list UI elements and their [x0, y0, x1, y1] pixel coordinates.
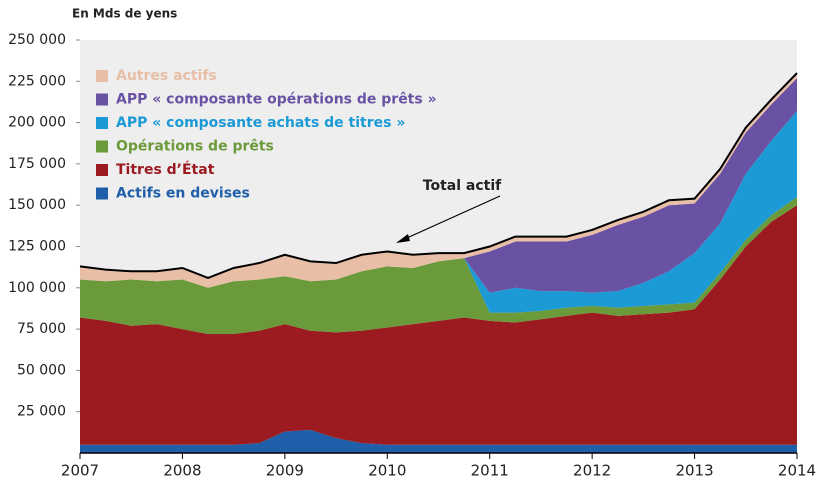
y-tick-label: 25 000	[17, 404, 66, 420]
legend-swatch	[96, 164, 108, 176]
area	[80, 196, 797, 335]
legend-label: Autres actifs	[116, 68, 217, 84]
area	[80, 429, 797, 453]
x-tick-label: 2013	[675, 462, 713, 480]
annotation-arrow	[397, 195, 501, 243]
x-tick-label: 2007	[61, 462, 99, 480]
x-tick-label: 2012	[573, 462, 611, 480]
x-tick-label: 2008	[163, 462, 201, 480]
y-tick-label: 150 000	[8, 197, 66, 213]
legend-label: APP « composante achats de titres »	[116, 115, 405, 131]
legend-swatch	[96, 70, 108, 82]
y-axis-title: En Mds de yens	[72, 7, 177, 21]
x-tick-label: 2014	[778, 462, 816, 480]
legend-swatch	[96, 117, 108, 129]
area	[80, 205, 797, 445]
y-tick-label: 250 000	[8, 32, 66, 48]
legend-label: Titres d’État	[116, 161, 215, 178]
legend-swatch	[96, 187, 108, 200]
area	[80, 77, 797, 293]
y-tick-label: 75 000	[17, 321, 66, 337]
legend-label: APP « composante opérations de prêts »	[116, 92, 437, 108]
legend-swatch	[96, 140, 108, 153]
areas	[80, 73, 797, 453]
y-tick-label: 125 000	[8, 239, 66, 255]
x-tick-label: 2011	[471, 462, 509, 480]
x-tick-label: 2009	[266, 462, 304, 480]
x-tick-label: 2010	[368, 462, 406, 480]
legend-swatch	[96, 93, 108, 106]
legend-label: Opérations de prêts	[116, 139, 274, 155]
total-line	[79, 72, 798, 279]
arrow-head	[396, 234, 410, 243]
y-tick-label: 50 000	[17, 362, 66, 378]
legend-label: Actifs en devises	[116, 186, 250, 202]
y-tick-label: 175 000	[8, 156, 66, 172]
y-tick-label: 100 000	[8, 280, 66, 296]
annotation: Total actif	[423, 178, 502, 194]
y-tick-label: 200 000	[8, 115, 66, 131]
y-tick-label: 225 000	[8, 73, 66, 89]
